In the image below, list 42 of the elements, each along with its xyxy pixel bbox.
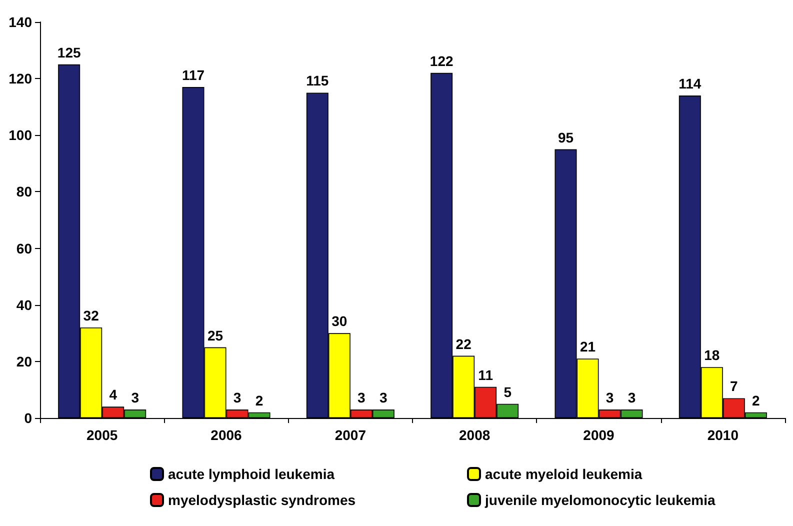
data-label: 115 <box>306 72 329 89</box>
data-label: 2 <box>752 392 760 408</box>
data-label: 3 <box>606 390 614 406</box>
data-label: 3 <box>380 390 388 406</box>
y-tick-label: 60 <box>16 240 32 256</box>
data-label: 3 <box>131 390 140 406</box>
y-tick-label: 120 <box>8 70 32 87</box>
y-tick-label: 40 <box>16 296 32 313</box>
x-tick-label: 2005 <box>86 427 118 443</box>
y-tick-label: 140 <box>8 14 32 30</box>
data-label: 18 <box>704 347 720 364</box>
data-label: 7 <box>730 378 738 394</box>
x-tick-label: 2008 <box>459 427 490 443</box>
x-tick-label: 2006 <box>210 427 242 443</box>
data-label: 95 <box>558 129 574 146</box>
data-label: 117 <box>182 67 205 84</box>
data-label: 3 <box>358 390 366 406</box>
data-label: 22 <box>456 336 472 352</box>
y-tick-label: 20 <box>16 353 32 370</box>
data-label: 114 <box>678 76 702 92</box>
data-label: 11 <box>478 366 494 383</box>
data-label: 25 <box>207 327 224 344</box>
data-label: 4 <box>109 386 118 403</box>
data-label: 3 <box>628 390 636 406</box>
data-label: 125 <box>57 44 81 60</box>
data-label: 5 <box>504 384 512 400</box>
y-tick-label: 80 <box>16 184 32 200</box>
data-label: 3 <box>233 390 242 406</box>
legend-label: juvenile myelomonocytic leukemia <box>484 492 716 508</box>
x-tick-label: 2009 <box>583 427 615 443</box>
data-label: 122 <box>430 52 454 69</box>
data-label: 2 <box>255 392 264 408</box>
data-label: 21 <box>580 338 596 355</box>
legend-label: myelodysplastic syndromes <box>168 492 356 508</box>
x-tick-label: 2007 <box>334 427 366 443</box>
y-tick-label: 0 <box>24 410 32 426</box>
legend-label: acute lymphoid leukemia <box>168 466 335 482</box>
y-tick-label: 100 <box>8 127 32 144</box>
legend-label: acute myeloid leukemia <box>485 466 642 482</box>
data-label: 30 <box>332 313 348 330</box>
data-label: 32 <box>83 307 100 324</box>
x-tick-label: 2010 <box>707 427 739 443</box>
